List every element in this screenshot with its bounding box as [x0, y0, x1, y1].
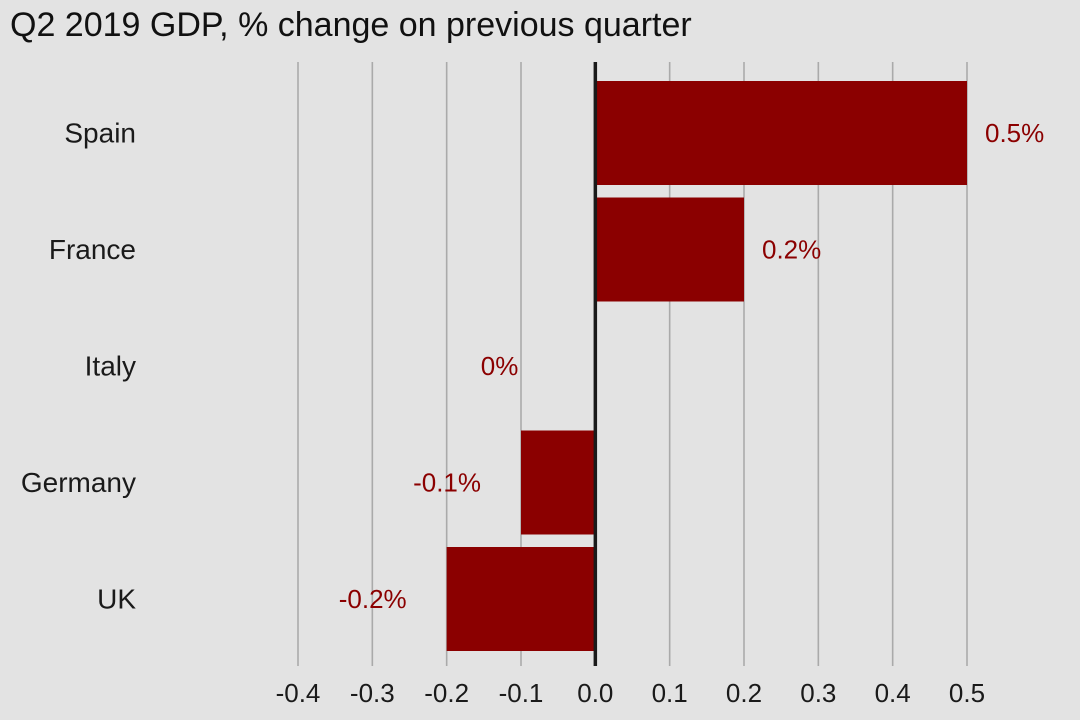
category-label: Germany [21, 467, 136, 498]
bar-germany [521, 430, 596, 535]
category-label: UK [97, 584, 136, 615]
x-tick-label: 0.2 [726, 678, 762, 708]
x-tick-label: -0.2 [424, 678, 469, 708]
labels: -0.4 -0.3 -0.2 -0.1 0.0 0.1 0.2 0.3 0.4 0.5 Spain 0… [21, 118, 1044, 709]
x-tick-label: 0.4 [875, 678, 911, 708]
category-label: Spain [64, 118, 136, 149]
chart-title: Q2 2019 GDP, % change on previous quarte… [10, 6, 692, 44]
x-tick-label: -0.3 [350, 678, 395, 708]
x-tick-label: -0.1 [499, 678, 544, 708]
category-label: France [49, 234, 136, 265]
x-tick-label: 0.1 [652, 678, 688, 708]
value-label: 0.5% [985, 118, 1044, 148]
value-label: -0.2% [339, 584, 407, 614]
bar-uk [446, 547, 596, 651]
value-label: 0% [481, 351, 519, 381]
x-tick-label: -0.4 [276, 678, 321, 708]
bar-france [595, 197, 744, 302]
bar-spain [595, 81, 967, 185]
x-tick-label: 0.3 [800, 678, 836, 708]
bars [446, 81, 967, 651]
x-tick-label: 0.0 [577, 678, 613, 708]
value-label: 0.2% [762, 235, 821, 265]
x-tick-label: 0.5 [949, 678, 985, 708]
category-label: Italy [85, 351, 136, 382]
value-label: -0.1% [413, 468, 481, 498]
